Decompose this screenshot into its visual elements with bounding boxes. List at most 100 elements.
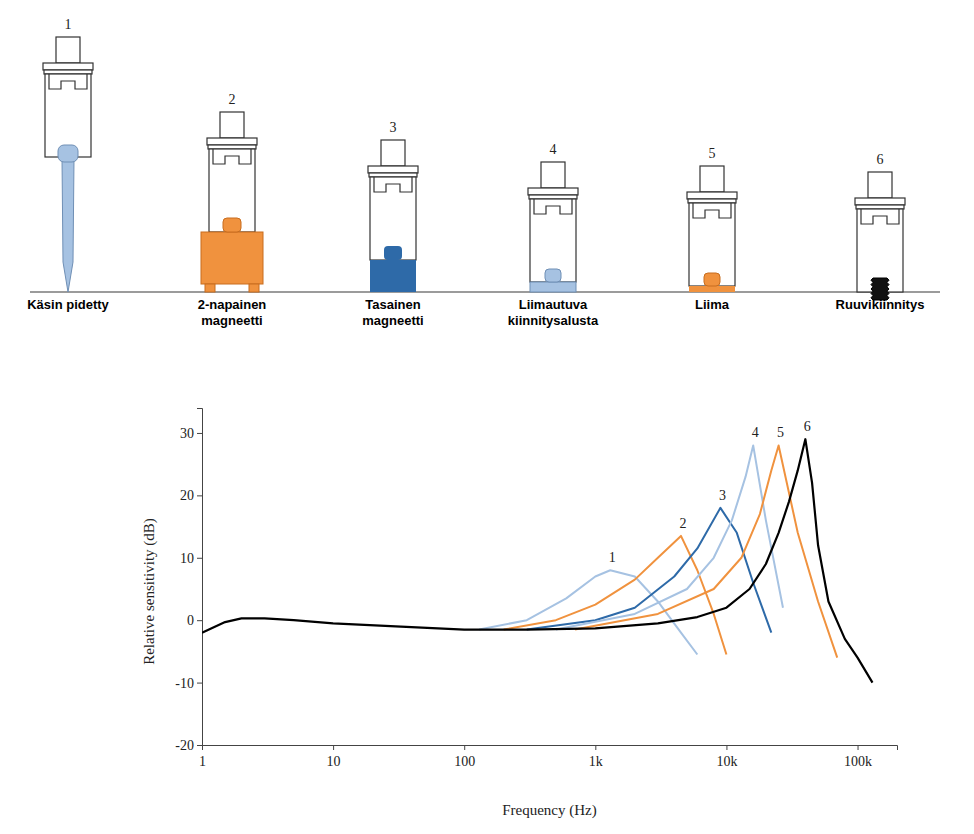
sensor-flange: [855, 198, 905, 205]
sensor-body: [209, 149, 255, 232]
x-axis-line: [203, 746, 898, 751]
stud: [704, 273, 720, 286]
sensor-flange: [207, 138, 257, 145]
magnet: [370, 260, 416, 292]
mount-label: 2-napainen: [198, 297, 267, 312]
y-tick: 20: [180, 488, 202, 503]
magnet-pole: [249, 284, 259, 292]
sensor-body: [370, 177, 416, 260]
sensor-flange: [368, 166, 418, 173]
y-tick-label: 0: [187, 613, 194, 628]
x-tick-mark: [595, 745, 596, 750]
mount-number: 1: [65, 17, 72, 32]
x-tick-label: 100: [454, 754, 475, 769]
x-tick-mark: [464, 745, 465, 750]
stud: [545, 269, 561, 282]
y-tick: 30: [180, 426, 202, 441]
series-line: [202, 439, 872, 682]
y-axis-title: Relative sensitivity (dB): [141, 518, 158, 665]
mount-label: Liimautuva: [519, 297, 588, 312]
sensor-notch: [213, 149, 251, 164]
mount: 3 Tasainenmagneetti: [362, 120, 423, 328]
sensor-flange: [369, 173, 417, 177]
mount-label: Ruuvikiinnitys: [836, 297, 925, 312]
mount-label: magneetti: [362, 313, 423, 328]
mount: 6 Ruuvikiinnitys: [836, 152, 925, 312]
sensor-body: [530, 199, 576, 282]
x-tick: 100k: [844, 745, 872, 769]
x-tick-mark: [333, 745, 334, 750]
peak-label: 5: [777, 425, 784, 440]
x-tick-label: 100k: [844, 754, 872, 769]
y-tick: -10: [175, 676, 202, 691]
figure: 1Käsin pidetty22-napainenmagneetti3Tasai…: [0, 0, 974, 834]
sensor-cap: [381, 140, 405, 166]
y-tick-mark: [197, 558, 202, 559]
y-tick: -20: [175, 738, 202, 753]
sensor-notch: [861, 209, 899, 224]
x-tick: 1k: [589, 745, 603, 769]
sensor-flange: [687, 192, 737, 199]
sensor-notch: [693, 203, 731, 218]
plot-lines: [202, 439, 872, 682]
mount: 4 Liimautuvakiinnitysalusta: [508, 142, 599, 328]
sensor-flange: [208, 145, 256, 149]
peak-label: 2: [679, 516, 686, 531]
peak-labels: 123456: [609, 419, 811, 565]
mount-label: Käsin pidetty: [27, 297, 109, 312]
mount-number: 3: [390, 120, 397, 135]
mount-label: Tasainen: [365, 297, 420, 312]
sensor-flange: [688, 199, 736, 203]
chart: 1101001k10k100k-20-100102030Frequency (H…: [141, 409, 898, 820]
magnet: [201, 232, 263, 284]
sensor-flange: [529, 195, 577, 199]
sensor-cap: [56, 37, 80, 63]
x-tick: 100: [454, 745, 475, 769]
glue-layer: [689, 286, 735, 292]
mount-number: 4: [550, 142, 557, 157]
x-tick-mark: [858, 745, 859, 750]
mount-label: kiinnitysalusta: [508, 313, 599, 328]
sensor-notch: [374, 177, 412, 192]
mount: 1 Käsin pidetty: [27, 17, 109, 312]
sensor-notch: [49, 74, 87, 89]
y-tick-mark: [197, 433, 202, 434]
sensor-cap: [700, 166, 724, 192]
x-tick-label: 10k: [716, 754, 737, 769]
x-tick: 10k: [716, 745, 737, 769]
sensor-flange: [856, 205, 904, 209]
series-line: [527, 508, 772, 633]
peak-label: 3: [719, 488, 726, 503]
magnet-pole: [205, 284, 215, 292]
peak-label: 1: [609, 550, 616, 565]
mount-label: Liima: [695, 297, 730, 312]
adhesive-pad: [530, 282, 576, 292]
y-tick-label: -20: [175, 738, 194, 753]
sensor-flange: [43, 63, 93, 70]
y-tick-label: 20: [180, 488, 194, 503]
surface-line: [30, 291, 940, 293]
sensor-cap: [541, 162, 565, 188]
y-axis-line: [197, 409, 203, 746]
peak-label: 4: [752, 425, 759, 440]
probe-tip: [62, 159, 74, 292]
mount: 2 2-napainenmagneetti: [198, 92, 267, 328]
y-tick-mark: [197, 745, 202, 746]
mount-number: 2: [229, 92, 236, 107]
stud: [223, 218, 241, 232]
x-tick-label: 1: [199, 754, 206, 769]
y-tick-mark: [197, 495, 202, 496]
sensor-flange: [528, 188, 578, 195]
x-tick-label: 1k: [589, 754, 603, 769]
y-tick-label: 10: [180, 551, 194, 566]
stud: [58, 145, 78, 162]
y-tick-mark: [197, 620, 202, 621]
x-axis-title: Frequency (Hz): [502, 802, 597, 819]
y-tick: 0: [187, 613, 202, 628]
sensor-body: [689, 203, 735, 286]
mount-label: magneetti: [201, 313, 262, 328]
mount: 5 Liima: [687, 146, 737, 312]
mount-number: 6: [877, 152, 884, 167]
mount-number: 5: [709, 146, 716, 161]
sensor-notch: [534, 199, 572, 214]
